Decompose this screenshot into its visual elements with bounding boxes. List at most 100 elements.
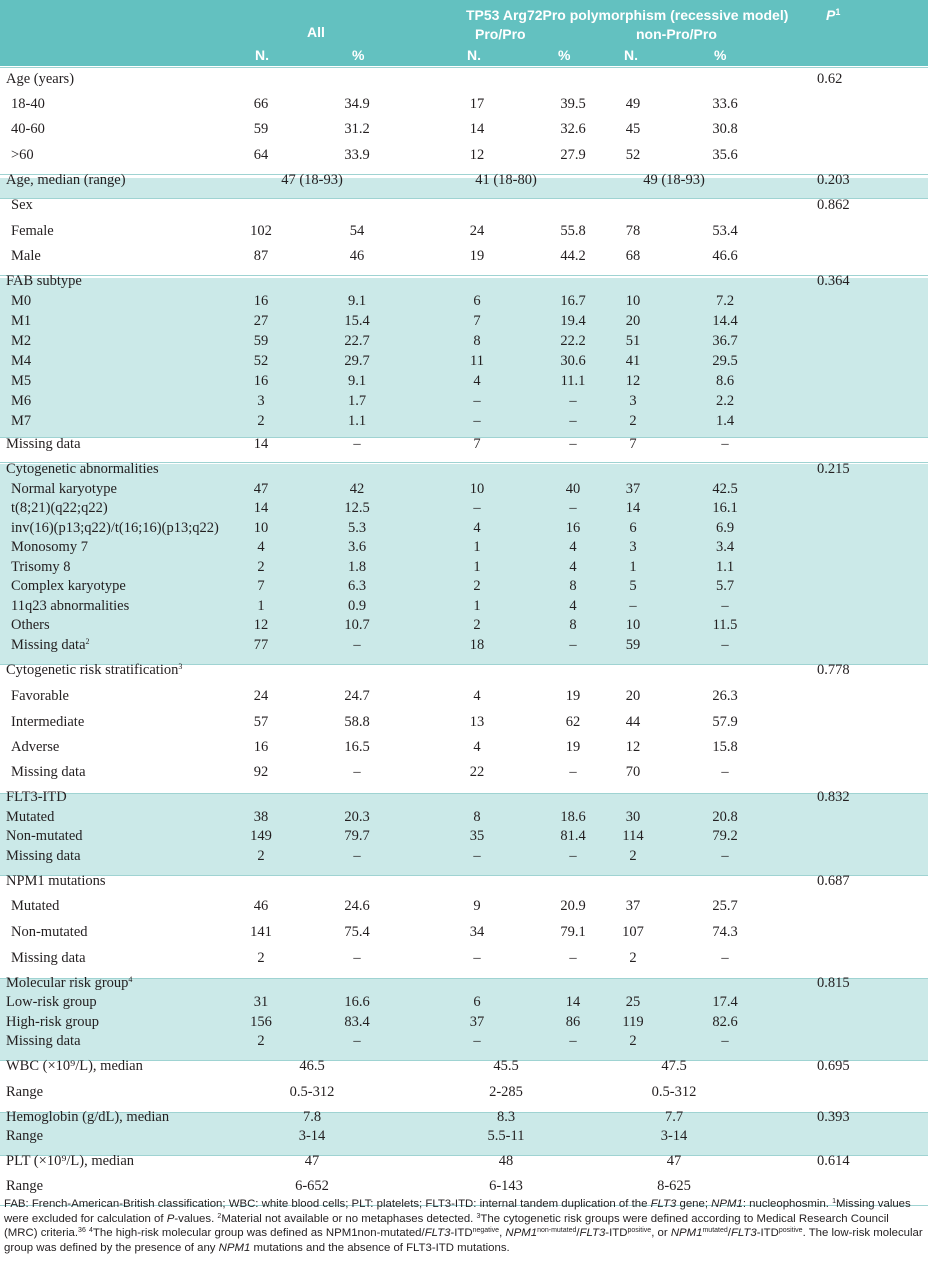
- table-cell: 49: [625, 96, 641, 112]
- table-cell: 22.7: [344, 333, 370, 349]
- table-cell: 58.8: [344, 714, 370, 730]
- row-label: Range: [6, 1128, 44, 1144]
- table-cell: 8: [473, 809, 481, 825]
- table-cell: 22: [469, 764, 485, 780]
- table-cell: 12: [253, 617, 269, 633]
- table-cell: 16.7: [560, 293, 586, 309]
- table-cell: 37: [625, 481, 641, 497]
- table-cell: 78: [625, 223, 641, 239]
- table-cell: 141: [250, 924, 272, 940]
- table-cell: 12.5: [344, 500, 370, 516]
- table-cell: 31: [253, 994, 269, 1010]
- table-cell: 10: [625, 617, 641, 633]
- row-label: Intermediate: [11, 714, 85, 730]
- table-cell: 1: [629, 559, 637, 575]
- table-cell: 1.4: [715, 413, 735, 429]
- p-value: 0.695: [817, 1058, 850, 1074]
- row-divider: [0, 67, 928, 68]
- table-cell: 29.7: [344, 353, 370, 369]
- p-value: 0.393: [817, 1109, 850, 1125]
- table-cell: 36.7: [712, 333, 738, 349]
- header-non-pro-pro: non-Pro/Pro: [636, 26, 717, 42]
- table-cell: 35.6: [712, 147, 738, 163]
- row-label: Molecular risk group4: [6, 975, 133, 991]
- row-label: Missing data: [11, 950, 86, 966]
- table-cell: 68: [625, 248, 641, 264]
- header-pro-pro: Pro/Pro: [475, 26, 526, 42]
- table-cell: 92: [253, 764, 269, 780]
- table-cell: 79.2: [712, 828, 738, 844]
- table-cell: 9: [473, 898, 481, 914]
- table-cell: 11.5: [712, 617, 738, 633]
- table-cell: –: [473, 413, 481, 429]
- table-cell: 16: [253, 293, 269, 309]
- table-cell: –: [569, 436, 577, 452]
- table-cell: 47: [253, 481, 269, 497]
- table-cell: 35: [469, 828, 485, 844]
- row-divider: [0, 875, 928, 876]
- table-cell: 82.6: [712, 1014, 738, 1030]
- table-cell: 5: [629, 578, 637, 594]
- table-cell: 6: [473, 994, 481, 1010]
- table-cell: 22.2: [560, 333, 586, 349]
- table-cell: 25.7: [712, 898, 738, 914]
- table-cell: 37: [625, 898, 641, 914]
- table-cell: 1: [473, 559, 481, 575]
- median-cell: 47 (18-93): [281, 172, 343, 188]
- table-cell: –: [569, 950, 577, 966]
- table-cell: –: [353, 1033, 361, 1049]
- table-cell: –: [569, 413, 577, 429]
- row-label: Cytogenetic abnormalities: [6, 461, 159, 477]
- table-cell: –: [473, 848, 481, 864]
- median-cell: 47: [304, 1153, 320, 1169]
- table-cell: 26.3: [712, 688, 738, 704]
- row-label: M5: [11, 373, 32, 389]
- table-cell: –: [353, 764, 361, 780]
- table-cell: 2: [629, 413, 637, 429]
- table-cell: 9.1: [347, 373, 367, 389]
- row-divider: [0, 198, 928, 199]
- table-cell: 62: [565, 714, 581, 730]
- table-cell: 20.9: [560, 898, 586, 914]
- table-cell: 149: [250, 828, 272, 844]
- row-label: M6: [11, 393, 32, 409]
- table-cell: 2: [629, 950, 637, 966]
- median-cell: 0.5-312: [651, 1084, 697, 1100]
- row-label: Monosomy 7: [11, 539, 88, 555]
- row-label: >60: [11, 147, 34, 163]
- row-divider: [0, 793, 928, 794]
- table-cell: 6.9: [715, 520, 735, 536]
- table-cell: 45: [625, 121, 641, 137]
- row-label: M2: [11, 333, 32, 349]
- median-cell: 49 (18-93): [643, 172, 705, 188]
- table-cell: 14: [625, 500, 641, 516]
- table-cell: 4: [473, 739, 481, 755]
- row-label: Missing data: [11, 764, 86, 780]
- table-cell: 3.4: [715, 539, 735, 555]
- table-cell: 46: [253, 898, 269, 914]
- row-label: M1: [11, 313, 32, 329]
- table-cell: 32.6: [560, 121, 586, 137]
- table-cell: 11.1: [560, 373, 586, 389]
- p-value: 0.778: [817, 662, 850, 678]
- row-label: Sex: [11, 197, 33, 213]
- table-cell: 25: [625, 994, 641, 1010]
- table-cell: 39.5: [560, 96, 586, 112]
- table-cell: 55.8: [560, 223, 586, 239]
- table-cell: 12: [625, 373, 641, 389]
- table-cell: –: [353, 848, 361, 864]
- header-all: All: [307, 24, 325, 40]
- table-cell: 4: [569, 539, 577, 555]
- table-cell: 12: [469, 147, 485, 163]
- table-cell: 40: [565, 481, 581, 497]
- table-cell: –: [569, 848, 577, 864]
- p-value: 0.815: [817, 975, 850, 991]
- table-cell: 11: [470, 353, 484, 369]
- table-cell: 3: [257, 393, 265, 409]
- row-divider: [0, 462, 928, 463]
- table-cell: 2: [473, 578, 481, 594]
- table-cell: 18: [469, 637, 485, 653]
- table-cell: 17.4: [712, 994, 738, 1010]
- footnote: FAB: French-American-British classificat…: [4, 1198, 923, 1254]
- row-divider: [0, 1205, 928, 1206]
